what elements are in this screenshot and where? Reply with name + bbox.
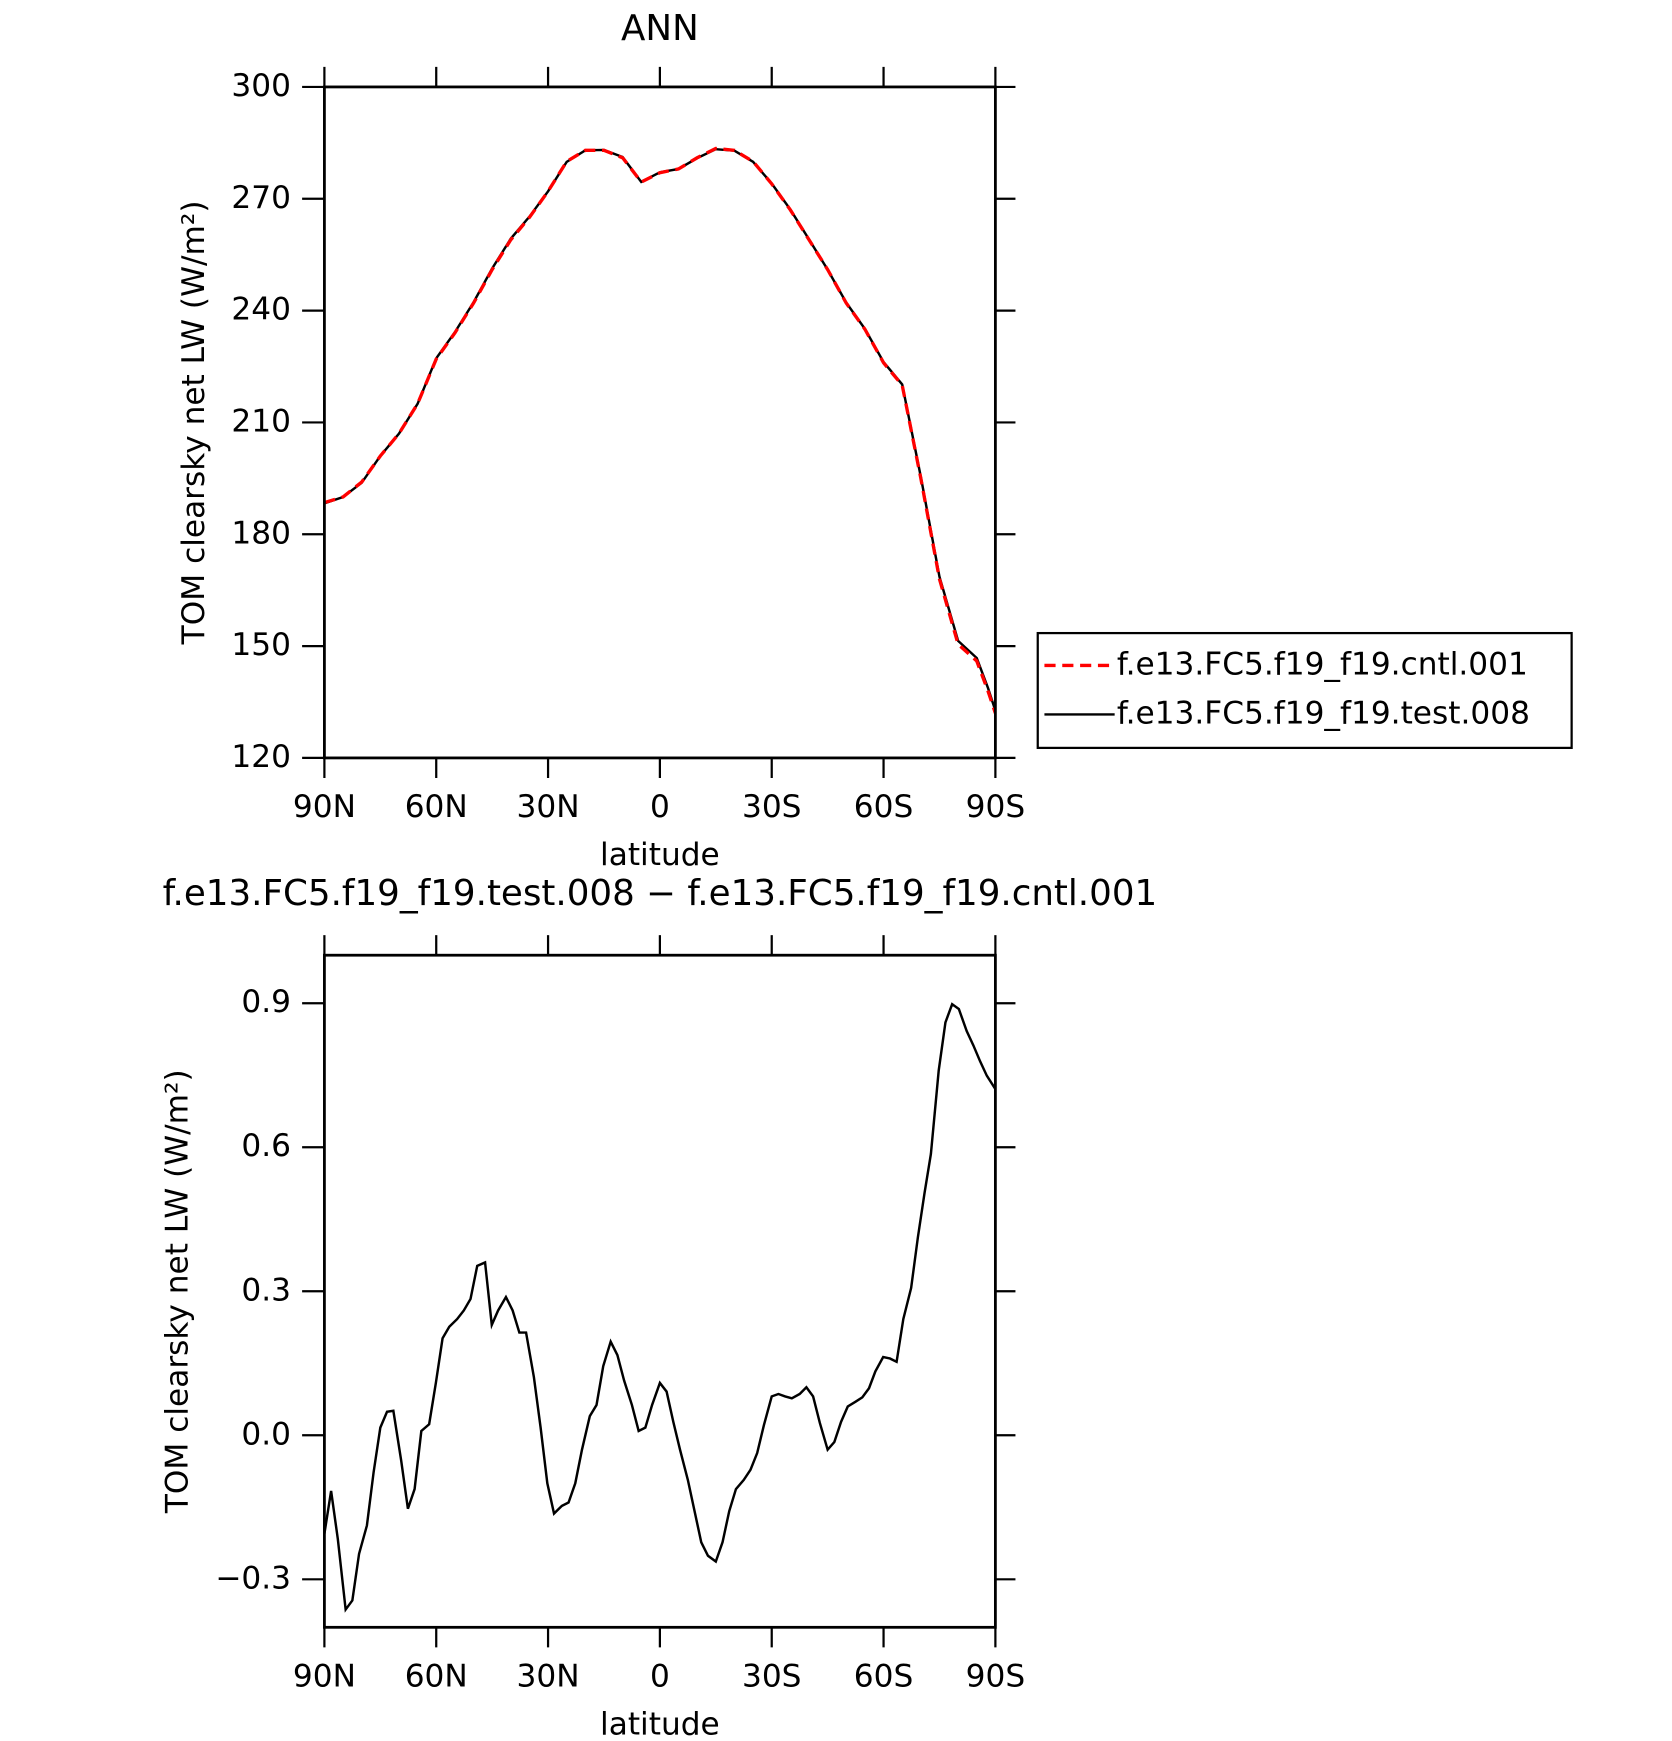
y-axis-label: TOM clearsky net LW (W/m²) <box>159 1069 195 1514</box>
x-tick-label: 30S <box>742 789 801 825</box>
chart-title: ANN <box>621 8 699 49</box>
y-tick-label: 240 <box>231 292 291 328</box>
chart-title: f.e13.FC5.f19_f19.test.008 − f.e13.FC5.f… <box>163 873 1158 914</box>
y-tick-label: 0.6 <box>241 1128 291 1164</box>
plot-frame <box>323 85 997 760</box>
y-axis-label: TOM clearsky net LW (W/m²) <box>176 201 212 646</box>
y-tick-label: 120 <box>231 739 291 775</box>
data-line <box>324 146 996 714</box>
x-tick-label: 90N <box>293 789 356 825</box>
x-tick-label: 0 <box>650 789 670 825</box>
data-line <box>324 1002 996 1613</box>
x-axis-label: latitude <box>600 837 720 873</box>
y-tick-label: 270 <box>231 180 291 216</box>
data-line <box>324 147 996 711</box>
y-tick-label: 300 <box>231 68 291 104</box>
x-tick-label: 30N <box>517 1658 580 1694</box>
legend-box <box>1036 631 1573 750</box>
x-tick-label: 90S <box>966 1658 1025 1694</box>
x-tick-label: 60S <box>854 789 913 825</box>
legend-label: f.e13.FC5.f19_f19.cntl.001 <box>1117 646 1528 682</box>
x-axis-label: latitude <box>600 1706 720 1741</box>
y-tick-label: 150 <box>231 627 291 663</box>
y-tick-label: 0.0 <box>241 1416 291 1452</box>
plot-frame <box>323 953 997 1629</box>
y-tick-label: −0.3 <box>215 1560 291 1596</box>
x-tick-label: 60S <box>854 1658 913 1694</box>
x-tick-label: 30N <box>517 789 580 825</box>
x-tick-label: 0 <box>650 1658 670 1694</box>
legend-label: f.e13.FC5.f19_f19.test.008 <box>1117 695 1530 731</box>
x-tick-label: 90S <box>966 789 1025 825</box>
x-tick-label: 60N <box>405 1658 468 1694</box>
x-tick-label: 30S <box>742 1658 801 1694</box>
y-tick-label: 0.3 <box>241 1272 291 1308</box>
x-tick-label: 90N <box>293 1658 356 1694</box>
x-tick-label: 60N <box>405 789 468 825</box>
y-tick-label: 210 <box>231 403 291 439</box>
y-tick-label: 180 <box>231 515 291 551</box>
y-tick-label: 0.9 <box>241 984 291 1020</box>
